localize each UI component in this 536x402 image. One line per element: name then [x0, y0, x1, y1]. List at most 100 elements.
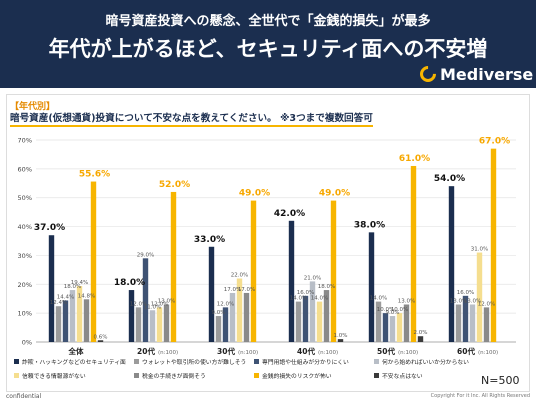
data-label: 38.0%: [354, 220, 385, 230]
data-label: 13.0%: [158, 298, 175, 304]
data-label: 31.0%: [471, 247, 488, 253]
data-label: 16.0%: [297, 290, 314, 296]
y-tick-label: 50%: [18, 194, 32, 202]
bar: [396, 313, 403, 342]
x-tick-label: 60代: [457, 346, 475, 356]
bar: [76, 286, 83, 342]
data-label: 67.0%: [479, 137, 510, 147]
bar: [462, 295, 469, 342]
y-tick-label: 10%: [18, 310, 32, 318]
x-tick-note: (n:100): [478, 350, 498, 356]
bar: [330, 200, 337, 342]
data-label: 9.0%: [386, 310, 400, 316]
legend-label: 詐欺・ハッキングなどのセキュリティ面: [22, 358, 126, 366]
bar: [55, 306, 62, 342]
bar: [323, 290, 330, 342]
bar: [48, 235, 55, 342]
segment-tag: 【年代別】: [10, 102, 56, 112]
bar: [403, 304, 410, 342]
x-tick-label: 50代: [377, 346, 395, 356]
data-label: 37.0%: [34, 223, 65, 233]
main-title: 年代が上がるほど、セキュリティ面への不安増: [48, 37, 488, 61]
data-label: 33.0%: [194, 235, 225, 245]
y-tick-label: 60%: [18, 165, 32, 173]
x-tick-label: 40代: [297, 346, 315, 356]
footer-confidential: confidential: [6, 393, 42, 400]
data-label: 11.0%: [144, 304, 161, 310]
x-tick-label: 30代: [217, 346, 235, 356]
legend-label: ウォレットや取引所の使い方が難しそう: [142, 358, 246, 366]
bar: [90, 181, 97, 342]
data-label: 12.0%: [478, 301, 495, 307]
data-label: 12.0%: [217, 301, 234, 307]
bar: [469, 304, 476, 342]
data-label: 21.0%: [304, 275, 321, 281]
data-label: 10.0%: [391, 307, 408, 313]
legend-swatch: [374, 373, 379, 378]
bar: [170, 191, 177, 342]
logo: Mediverse: [416, 62, 533, 86]
data-label: 17.0%: [238, 287, 255, 293]
bar: [295, 301, 302, 342]
legend-swatch: [14, 359, 19, 364]
y-tick-label: 30%: [18, 252, 32, 260]
data-label: 2.0%: [414, 330, 428, 336]
bar: [229, 292, 236, 342]
legend-swatch: [374, 359, 379, 364]
bar: [455, 304, 462, 342]
data-label: 22.0%: [231, 273, 248, 279]
bar: [417, 336, 424, 342]
bar: [382, 313, 389, 342]
bar: [316, 301, 323, 342]
data-label: 18.0%: [64, 284, 81, 290]
data-label: 16.0%: [457, 290, 474, 296]
bar: [288, 220, 295, 342]
x-tick-note: (n:100): [318, 350, 338, 356]
data-label: 19.4%: [71, 280, 88, 286]
y-tick-label: 70%: [18, 137, 32, 145]
sub-title: 暗号資産投資への懸念、全世代で「金銭的損失」が最多: [105, 14, 431, 29]
y-tick-label: 20%: [18, 281, 32, 289]
bar: [69, 290, 76, 342]
data-label: 17.0%: [224, 287, 241, 293]
data-label: 49.0%: [319, 189, 350, 199]
data-label: 18.0%: [114, 278, 145, 288]
bar: [389, 316, 396, 342]
legend-label: 不安な点はない: [382, 372, 423, 380]
x-tick-note: (n:100): [398, 350, 418, 356]
bar: [375, 301, 382, 342]
bar: [337, 339, 344, 342]
legend-label: 信頼できる情報源がない: [22, 372, 86, 380]
bar: [128, 290, 135, 342]
legend-swatch: [134, 373, 139, 378]
data-label: 13.0%: [464, 298, 481, 304]
bar: [222, 307, 229, 342]
bar: [149, 310, 156, 342]
legend-swatch: [134, 359, 139, 364]
bar: [448, 186, 455, 342]
survey-question: 暗号資産(仮想通貨)投資について不安な点を教えてください。 ※3つまで複数回答可: [10, 110, 373, 127]
bar: [142, 258, 149, 342]
x-tick-label: 20代: [137, 346, 155, 356]
bar: [250, 200, 257, 342]
bar: [236, 278, 243, 342]
legend-swatch: [254, 359, 259, 364]
legend-label: 何から始めればいいか分からない: [382, 358, 469, 366]
x-tick-label: 全体: [68, 346, 84, 356]
data-label: 14.0%: [311, 296, 328, 302]
data-label: 13.0%: [450, 298, 467, 304]
y-tick-label: 40%: [18, 223, 32, 231]
bar: [215, 316, 222, 342]
data-label: 61.0%: [399, 154, 430, 164]
bar: [208, 246, 215, 342]
sample-size: N=500: [481, 374, 520, 387]
data-label: 14.0%: [290, 296, 307, 302]
bar: [156, 307, 163, 342]
bar: [483, 307, 490, 342]
data-label: 13.0%: [398, 298, 415, 304]
bar: [302, 295, 309, 342]
bar: [62, 300, 69, 342]
legend-label: 金銭的損失のリスクが怖い: [262, 372, 332, 380]
data-label: 9.0%: [212, 310, 226, 316]
bar: [97, 340, 104, 342]
